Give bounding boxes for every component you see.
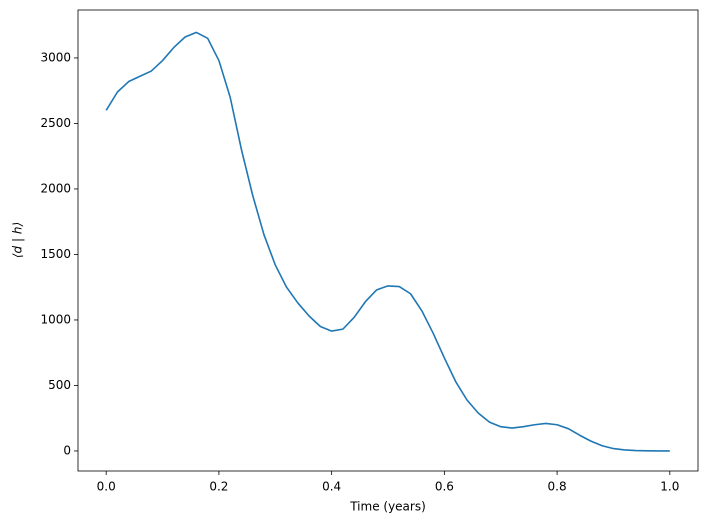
plot-frame bbox=[77, 9, 699, 472]
x-tick-label: 0.2 bbox=[209, 480, 228, 494]
x-axis-label: Time (years) bbox=[349, 500, 426, 514]
y-tick-label: 500 bbox=[48, 378, 71, 392]
x-tick-label: 0.4 bbox=[322, 480, 341, 494]
x-tick-label: 0.8 bbox=[548, 480, 567, 494]
x-tick-label: 0.0 bbox=[97, 480, 116, 494]
y-tick-label: 0 bbox=[63, 443, 71, 457]
y-tick-label: 3000 bbox=[40, 50, 71, 64]
y-axis-label: ⟨d | h⟩ bbox=[11, 222, 25, 258]
x-tick-label: 1.0 bbox=[660, 480, 679, 494]
y-tick-label: 1500 bbox=[40, 247, 71, 261]
y-tick-label: 2000 bbox=[40, 181, 71, 195]
data-line bbox=[105, 31, 670, 452]
y-tick-label: 2500 bbox=[40, 116, 71, 130]
x-tick-label: 0.6 bbox=[435, 480, 454, 494]
y-tick-label: 1000 bbox=[40, 312, 71, 326]
